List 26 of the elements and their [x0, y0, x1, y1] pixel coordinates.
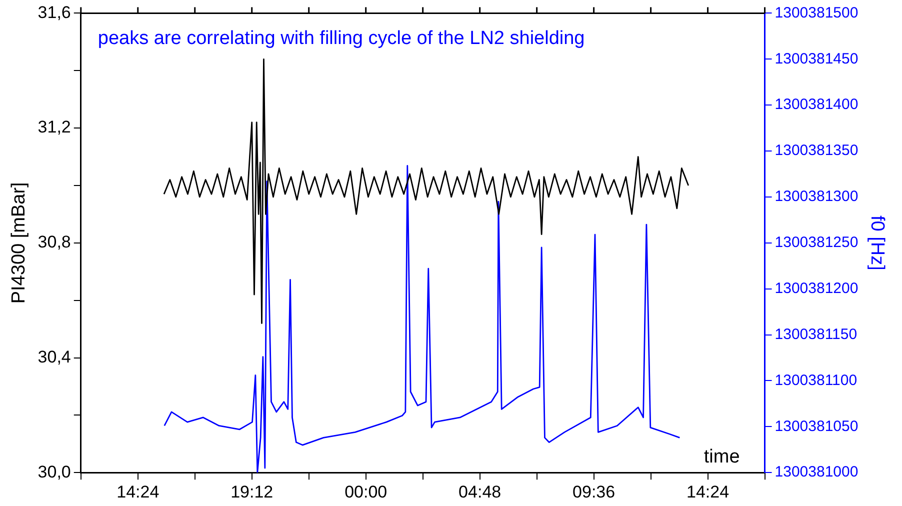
y-tick-label: 31,2 — [38, 118, 71, 137]
y-tick-label: 30,8 — [38, 232, 71, 252]
x-tick-label: 09:36 — [572, 482, 616, 502]
x-tick-label: 19:12 — [230, 482, 274, 502]
y2-tick-label: 1300381450 — [774, 50, 858, 68]
y2-tick-label: 1300381100 — [774, 372, 858, 389]
x-tick-label: 14:24 — [686, 482, 730, 502]
y-tick-label: 30,0 — [38, 462, 71, 482]
x-axis-title: time — [704, 446, 740, 468]
y2-tick-label: 1300381350 — [774, 142, 858, 160]
y-axis-title: PI4300 [mBar] — [8, 182, 30, 304]
y2-tick-label: 1300381500 — [774, 4, 858, 22]
y2-tick-label: 1300381300 — [774, 188, 858, 206]
x-tick-label: 04:48 — [458, 482, 502, 502]
y2-tick-label: 1300381000 — [774, 464, 858, 481]
x-tick-label: 00:00 — [344, 482, 388, 502]
y2-tick-label: 1300381050 — [774, 418, 858, 435]
x-tick-label: 14:24 — [116, 482, 160, 502]
annotation: peaks are correlating with filling cycle of the LN2 shielding — [98, 28, 585, 49]
y2-tick-label: 1300381200 — [774, 280, 858, 297]
y-tick-label: 30,4 — [38, 347, 71, 366]
y-tick-label: 31,6 — [38, 2, 71, 22]
y2-axis-title: f0 [Hz] — [866, 215, 888, 270]
y2-tick-label: 1300381150 — [774, 326, 858, 343]
y2-tick-label: 1300381400 — [774, 96, 858, 114]
y2-tick-label: 1300381250 — [774, 234, 858, 252]
